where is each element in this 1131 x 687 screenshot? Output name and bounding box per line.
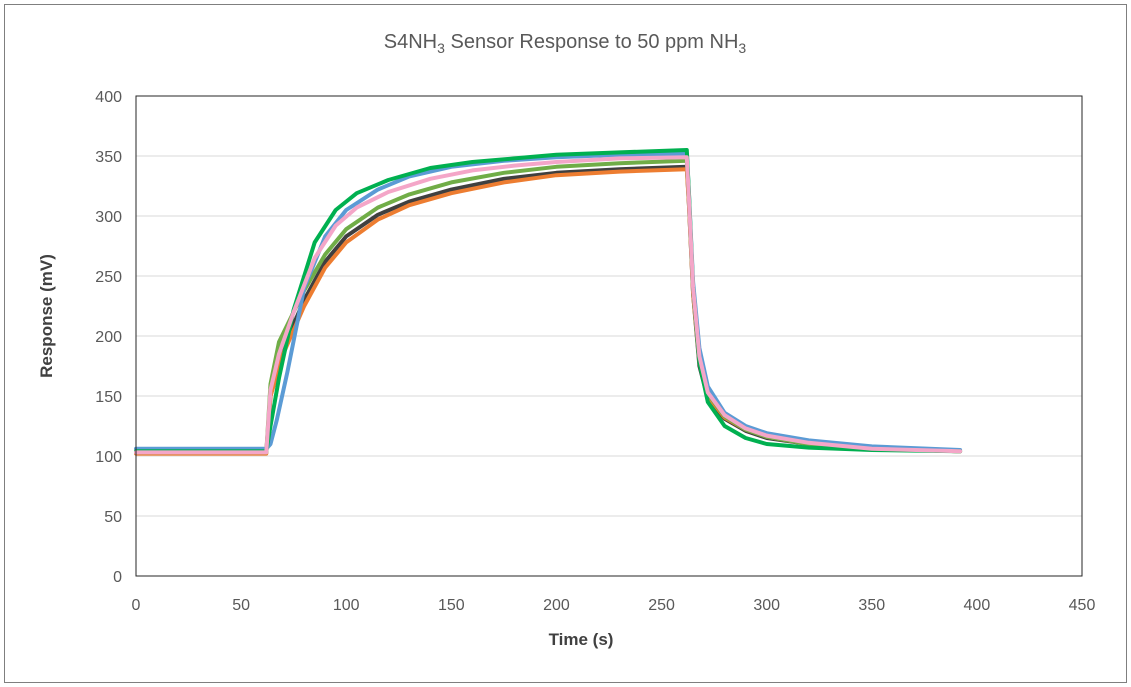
y-tick-label: 400 [95, 89, 122, 106]
chart-frame [4, 4, 1127, 683]
x-tick-label: 300 [753, 597, 780, 614]
grid-layer [136, 155, 1082, 517]
chart-title: S4NH3 Sensor Response to 50 ppm NH3 [384, 31, 747, 56]
x-tick-label: 100 [333, 597, 360, 614]
series-line-4 [134, 151, 963, 452]
x-tick-label: 200 [543, 597, 570, 614]
y-tick-label: 50 [104, 509, 122, 526]
x-tick-label: 350 [858, 597, 885, 614]
chart-title-subscript: 3 [437, 40, 445, 56]
plot-area-border [135, 95, 1083, 577]
x-tick-label: 150 [438, 597, 465, 614]
y-tick-label: 100 [95, 449, 122, 466]
y-tick-label: 200 [95, 329, 122, 346]
y-tick-label: 300 [95, 209, 122, 226]
series-layer [134, 148, 963, 456]
x-tick-label: 450 [1069, 597, 1096, 614]
chart-title-part: S4NH [384, 31, 437, 53]
series-line-6 [134, 155, 963, 455]
x-tick-label: 400 [964, 597, 991, 614]
x-tick-label: 0 [132, 597, 141, 614]
series-line-1 [134, 164, 963, 455]
series-line-3 [134, 158, 963, 455]
y-tick-label: 350 [95, 149, 122, 166]
y-axis-ticks: 0 50 100 150 200 250 300 350 400 [95, 89, 122, 586]
x-axis-title: Time (s) [549, 630, 614, 649]
x-axis-ticks: 0 50 100 150 200 250 300 350 400 450 [132, 597, 1096, 614]
y-tick-label: 250 [95, 269, 122, 286]
series-line-5 [134, 148, 963, 454]
x-tick-label: 50 [232, 597, 250, 614]
y-tick-label: 0 [113, 569, 122, 586]
chart-title-subscript: 3 [738, 40, 746, 56]
y-axis-title: Response (mV) [37, 254, 56, 378]
chart-title-part: Sensor Response to 50 ppm NH [445, 31, 739, 53]
x-tick-label: 250 [648, 597, 675, 614]
y-tick-label: 150 [95, 389, 122, 406]
series-line-2 [134, 167, 963, 456]
